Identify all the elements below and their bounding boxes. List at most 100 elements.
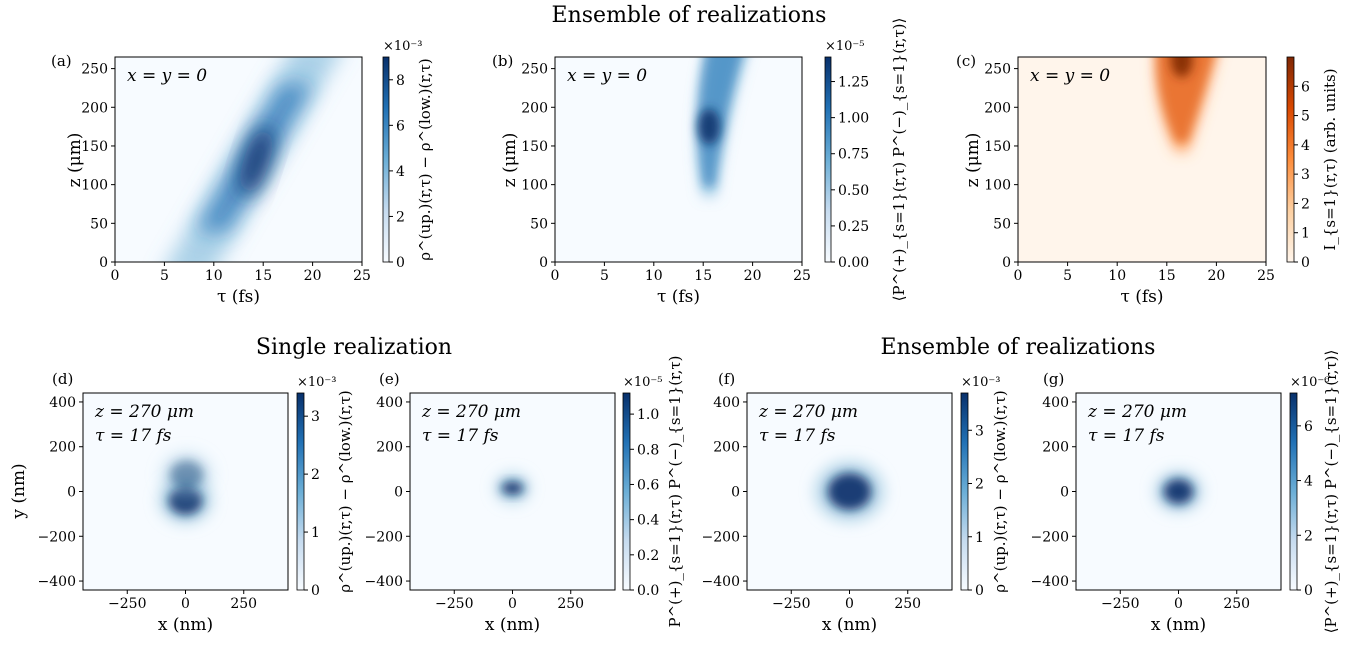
y-tick-label: 200 xyxy=(984,100,1011,116)
x-tick-label: 0 xyxy=(1014,268,1023,284)
panel-annotation: τ = 17 fs xyxy=(95,426,172,446)
y-tick-label: 150 xyxy=(521,139,548,155)
x-tick-label: 20 xyxy=(744,268,762,284)
x-tick-label: 15 xyxy=(254,268,272,284)
y-tick-label: 150 xyxy=(984,139,1011,155)
heatmap-field xyxy=(158,451,214,524)
section-title-single: Single realization xyxy=(256,335,452,360)
colorbar-tick-label: 2 xyxy=(1304,528,1313,544)
y-tick-label: −400 xyxy=(1031,574,1069,590)
colorbar xyxy=(623,393,630,590)
heatmap-spot xyxy=(828,473,872,510)
colorbar-tick-label: 0 xyxy=(396,255,405,271)
x-tick-label: 25 xyxy=(1257,268,1275,284)
section-title-ensemble: Ensemble of realizations xyxy=(881,335,1156,360)
colorbar-label: ⟨P^(+)_{s=1}(r,τ) P^(−)_{s=1}(r,τ)⟩ xyxy=(1322,350,1340,634)
y-tick-label: 100 xyxy=(984,178,1011,194)
x-tick-label: 15 xyxy=(694,268,712,284)
colorbar-tick-label: 0.25 xyxy=(838,219,869,235)
colorbar-tick-label: 1.00 xyxy=(838,111,869,127)
panel-4: −250 0 250 −400 −200 0 200 400 x (nm) (e) z = 270 … xyxy=(365,355,684,635)
colorbar-label: P^(+)_{s=1}(r,τ) P^(−)_{s=1}(r,τ) xyxy=(666,355,684,627)
y-tick-label: −400 xyxy=(702,574,740,590)
panel-annotation: x = y = 0 xyxy=(127,66,207,86)
colorbar-tick-label: 0.00 xyxy=(838,255,869,271)
heatmap-peak xyxy=(1171,41,1193,77)
colorbar-tick-label: 3 xyxy=(975,423,984,439)
y-tick-label: 200 xyxy=(376,440,403,456)
colorbar xyxy=(297,393,304,590)
panel-annotation: z = 270 μm xyxy=(1087,402,1187,422)
heatmap-spot xyxy=(1164,479,1194,505)
colorbar-tick-label: 0.2 xyxy=(637,548,659,564)
colorbar xyxy=(1290,393,1297,590)
colorbar-tick-label: 0 xyxy=(1301,255,1310,271)
colorbar-tick-label: 0 xyxy=(311,583,320,599)
y-tick-label: 250 xyxy=(81,62,108,78)
y-tick-label: 0 xyxy=(99,255,108,271)
colorbar-tick-label: 3 xyxy=(1301,167,1310,183)
y-tick-label: 250 xyxy=(984,62,1011,78)
colorbar-tick-label: 5 xyxy=(1301,109,1310,125)
colorbar-exponent: ×10⁻⁵ xyxy=(825,39,865,54)
y-tick-label: 100 xyxy=(521,178,548,194)
x-tick-label: 5 xyxy=(160,268,169,284)
colorbar-tick-label: 1 xyxy=(1301,226,1310,242)
x-tick-label: 25 xyxy=(793,268,811,284)
heatmap-field xyxy=(495,473,530,504)
y-tick-label: −200 xyxy=(702,529,740,545)
y-tick-label: 200 xyxy=(713,440,740,456)
y-tick-label: 200 xyxy=(81,100,108,116)
x-tick-label: 0 xyxy=(551,268,560,284)
colorbar-label: I_{s=1}(r,τ) (arb. units) xyxy=(1321,68,1339,250)
colorbar-label: ρ^(up.)(r,τ) − ρ^(low.)(r,τ) xyxy=(416,58,434,261)
x-tick-label: 20 xyxy=(304,268,322,284)
colorbar-label: ρ^(up.)(r,τ) − ρ^(low.)(r,τ) xyxy=(991,390,1009,593)
y-tick-label: 400 xyxy=(713,395,740,411)
panel-label: (d) xyxy=(52,370,73,388)
panel-annotation: z = 270 μm xyxy=(94,402,194,422)
panel-label: (g) xyxy=(1043,370,1064,388)
heatmap-field xyxy=(814,461,884,523)
x-tick-label: 0 xyxy=(111,268,120,284)
y-tick-label: 400 xyxy=(49,395,76,411)
x-tick-label: −250 xyxy=(108,596,146,612)
panel-annotation: x = y = 0 xyxy=(567,66,647,86)
y-tick-label: 0 xyxy=(539,255,548,271)
y-tick-label: 400 xyxy=(1042,395,1069,411)
y-axis-label: z (μm) xyxy=(65,133,85,188)
panel-annotation: z = 270 μm xyxy=(421,402,521,422)
colorbar-tick-label: 1.0 xyxy=(637,407,659,423)
y-tick-label: 50 xyxy=(530,216,548,232)
y-tick-label: −200 xyxy=(365,529,403,545)
y-tick-label: 50 xyxy=(993,216,1011,232)
x-tick-label: 250 xyxy=(230,596,257,612)
colorbar-tick-label: 4 xyxy=(1304,474,1313,490)
panel-annotation: z = 270 μm xyxy=(758,402,858,422)
colorbar-tick-label: 6 xyxy=(1301,79,1310,95)
x-axis-label: τ (fs) xyxy=(217,287,260,307)
colorbar-tick-label: 1.25 xyxy=(838,75,869,91)
x-tick-label: 10 xyxy=(205,268,223,284)
y-tick-label: 200 xyxy=(1042,440,1069,456)
y-tick-label: 150 xyxy=(81,139,108,155)
panel-annotation: τ = 17 fs xyxy=(759,426,836,446)
panel-5: −250 0 250 −400 −200 0 200 400 x (nm) (f) z = 270 … xyxy=(702,370,1009,635)
colorbar-tick-label: 0.0 xyxy=(637,583,659,599)
colorbar-tick-label: 1 xyxy=(975,530,984,546)
y-tick-label: 0 xyxy=(394,485,403,501)
colorbar-tick-label: 4 xyxy=(396,164,405,180)
x-tick-label: 10 xyxy=(645,268,663,284)
x-tick-label: 250 xyxy=(1223,596,1250,612)
y-tick-label: 0 xyxy=(67,485,76,501)
x-tick-label: 15 xyxy=(1158,268,1176,284)
y-axis-label: z (μm) xyxy=(963,133,983,188)
x-axis-label: x (nm) xyxy=(158,615,213,635)
x-tick-label: 0 xyxy=(508,596,517,612)
colorbar-exponent: ×10⁻³ xyxy=(297,375,337,390)
x-axis-label: τ (fs) xyxy=(657,287,700,307)
